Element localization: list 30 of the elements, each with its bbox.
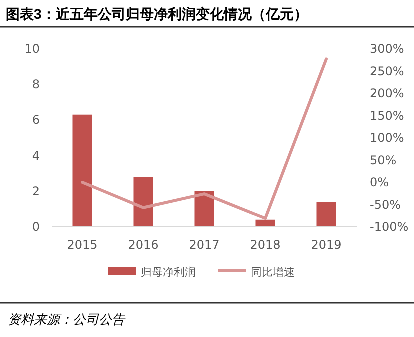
y-tick-label: 8	[32, 78, 40, 92]
bar	[194, 191, 214, 227]
y-tick-label: 10	[24, 42, 40, 56]
y2-tick-label: 150%	[370, 108, 404, 123]
legend-label: 同比增速	[251, 266, 295, 279]
x-tick-label: 2018	[250, 238, 281, 252]
x-tick-label: 2015	[67, 238, 98, 252]
y-tick-label: 2	[32, 184, 40, 198]
bar	[256, 220, 276, 227]
title: 图表3：近五年公司归母净利润变化情况（亿元）	[6, 6, 308, 22]
y2-tick-label: -50%	[370, 198, 402, 212]
y-tick-label: 0	[32, 220, 40, 234]
text: 资料来源：公司公告	[8, 312, 126, 327]
y2-tick-label: 250%	[370, 64, 404, 78]
y2-tick-label: 50%	[370, 153, 397, 168]
y2-tick-label: -100%	[370, 220, 409, 234]
y2-tick-label: 300%	[370, 42, 404, 56]
y2-tick-label: 0%	[370, 176, 390, 190]
bar	[316, 202, 336, 227]
line-series	[81, 58, 328, 220]
y-tick-label: 4	[32, 148, 40, 163]
bar	[72, 114, 92, 227]
x-tick-label: 2016	[128, 238, 159, 252]
y2-tick-label: 200%	[370, 86, 404, 100]
y2-tick-label: 100%	[370, 131, 404, 145]
bar	[134, 177, 154, 227]
legend-label: 归母净利润	[141, 266, 196, 279]
x-tick-label: 2019	[311, 238, 342, 252]
x-tick-label: 2017	[189, 238, 220, 252]
y-tick-label: 6	[32, 113, 40, 128]
